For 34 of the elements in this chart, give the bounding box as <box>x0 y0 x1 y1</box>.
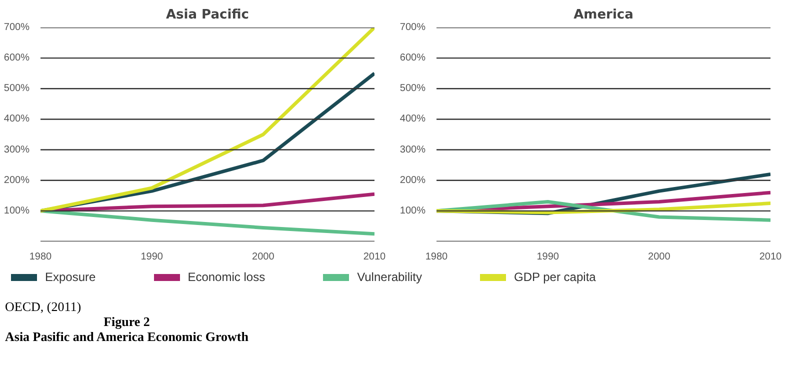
chart-title: Asia Pacific <box>166 8 250 22</box>
x-tick-label: 2000 <box>648 252 671 262</box>
line-series <box>436 202 770 214</box>
legend-label: GDP per capita <box>513 269 596 286</box>
y-tick-label: 700% <box>400 22 426 33</box>
y-tick-label: 400% <box>400 114 426 125</box>
line-series <box>40 28 374 213</box>
legend-label: Economic loss <box>186 269 266 286</box>
y-tick-label: 300% <box>4 144 30 156</box>
y-tick-label: 100% <box>4 205 30 216</box>
y-tick-label: 200% <box>4 174 30 186</box>
y-tick-label: 500% <box>400 83 426 94</box>
y-tick-label: 700% <box>4 22 30 33</box>
x-tick-label: 2000 <box>252 252 275 262</box>
x-tick-label: 2010 <box>363 252 386 262</box>
y-tick-label: 600% <box>400 52 426 64</box>
line-series <box>40 209 374 236</box>
text: Asia Pasific and America Economic Growth <box>5 329 248 344</box>
chart-title: America <box>574 8 634 22</box>
y-tick-label: 500% <box>4 83 30 94</box>
x-tick-label: 1980 <box>425 252 448 262</box>
y-tick-label: 600% <box>4 52 30 64</box>
x-tick-label: 1980 <box>29 252 52 262</box>
x-tick-label: 1990 <box>140 252 164 262</box>
legend-label: Exposure <box>44 269 96 286</box>
x-tick-label: 1990 <box>536 252 560 262</box>
y-tick-label: 400% <box>4 114 30 125</box>
y-tick-label: 100% <box>400 205 426 216</box>
caption: Figure 2 <box>102 314 151 329</box>
y-tick-label: 200% <box>400 174 426 186</box>
x-tick-label: 2010 <box>759 252 782 262</box>
y-tick-label: 300% <box>400 144 426 156</box>
legend-label: Vulnerability <box>356 269 422 286</box>
text: OECD, (2011) <box>5 299 82 314</box>
